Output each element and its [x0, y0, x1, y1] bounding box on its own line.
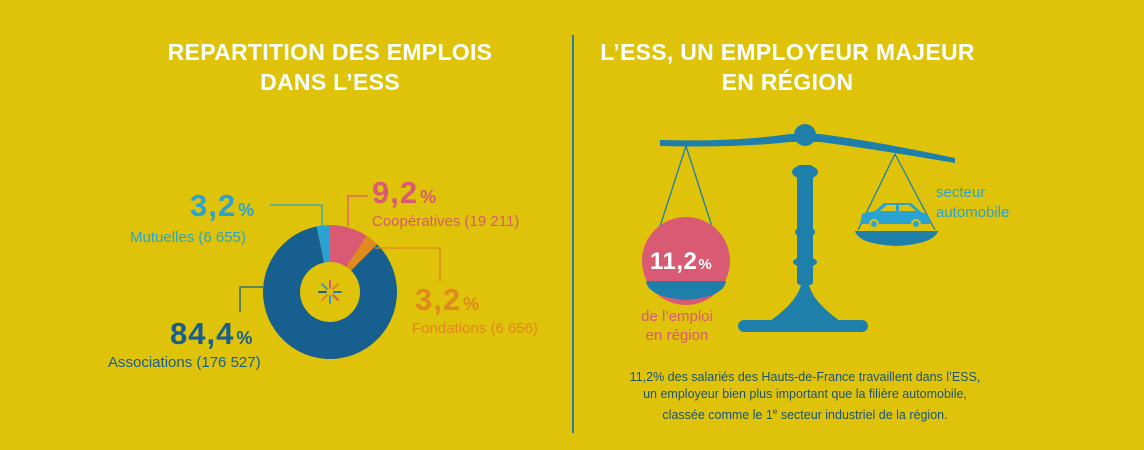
pct-fondations: 3,2% — [415, 284, 480, 320]
pct-associations-sign: % — [236, 328, 254, 348]
employment-caption: de l’emploi en région — [622, 307, 732, 345]
pct-cooperatives-sign: % — [420, 187, 438, 207]
employment-caption-line1: de l’emploi — [641, 308, 713, 325]
label-associations: Associations (176 527) — [108, 354, 261, 371]
pct-cooperatives: 9,2% — [372, 177, 437, 213]
scale-beam — [660, 134, 955, 163]
leader-line-cooperatives — [347, 195, 368, 226]
balance-scale-illustration — [642, 124, 955, 332]
donut-slices — [263, 225, 397, 360]
left-pan — [646, 281, 726, 300]
right-title-line1: L’ESS, UN EMPLOYEUR MAJEUR — [600, 39, 975, 65]
right-title-line2: EN RÉGION — [721, 69, 854, 95]
leader-line-associations — [239, 286, 263, 312]
label-fondations: Fondations (6 656) — [412, 320, 538, 337]
pct-fondations-sign: % — [463, 294, 481, 314]
left-title-line2: DANS L’ESS — [260, 69, 400, 95]
label-cooperatives: Coopératives (19 211) — [372, 213, 520, 230]
pct-mutuelles-sign: % — [238, 200, 256, 220]
pct-fondations-value: 3,2 — [415, 282, 462, 317]
employment-share-value: 11,2 — [650, 248, 698, 275]
pct-mutuelles-value: 3,2 — [190, 188, 237, 223]
slice-fondations — [346, 235, 378, 271]
right-pan — [855, 231, 938, 246]
sparkle-icon — [318, 280, 342, 304]
scale-foot — [770, 280, 840, 321]
leader-lines — [239, 195, 441, 312]
employment-caption-line2: en région — [645, 327, 709, 344]
employment-share-sign: % — [698, 256, 713, 273]
footnote-line3a: classée comme le 1 — [662, 408, 773, 423]
footnote-line2: un employeur bien plus important que la … — [643, 387, 967, 401]
footnote-line1: 11,2% des salariés des Hauts-de-France t… — [629, 370, 981, 384]
footnote-line3b: secteur industriel de la région. — [777, 408, 948, 423]
pct-associations: 84,4% — [170, 318, 253, 354]
sector-label-line2: automobile — [936, 204, 1010, 221]
scale-pivot — [794, 124, 816, 146]
employment-share: 11,2% — [650, 248, 712, 276]
car-icon — [860, 203, 930, 229]
sector-label-line1: secteur — [936, 184, 986, 201]
footnote: 11,2% des salariés des Hauts-de-France t… — [600, 369, 1010, 424]
scale-column-ring-mid — [795, 227, 815, 237]
donut-chart — [239, 195, 441, 360]
scale-column-ring-top — [792, 165, 818, 179]
scale-column-ring-low — [793, 257, 817, 267]
pct-cooperatives-value: 9,2 — [372, 175, 419, 210]
slice-cooperatives — [330, 225, 367, 267]
pct-associations-value: 84,4 — [170, 316, 235, 351]
slice-mutuelles — [316, 225, 330, 263]
leader-line-fondations — [375, 247, 441, 282]
pct-mutuelles: 3,2% — [190, 190, 255, 226]
sector-label: secteur automobile — [936, 183, 1009, 223]
right-title: L’ESS, UN EMPLOYEUR MAJEUR EN RÉGION — [575, 37, 1000, 97]
slice-associations — [263, 226, 397, 360]
section-divider — [572, 35, 574, 433]
left-title-line1: REPARTITION DES EMPLOIS — [167, 39, 493, 65]
scale-column — [797, 165, 813, 285]
label-mutuelles: Mutuelles (6 655) — [130, 229, 246, 246]
left-title: REPARTITION DES EMPLOIS DANS L’ESS — [120, 37, 540, 97]
leader-line-mutuelles — [270, 204, 323, 226]
scale-base — [738, 320, 868, 332]
footnote-ordinal: e — [772, 407, 778, 416]
